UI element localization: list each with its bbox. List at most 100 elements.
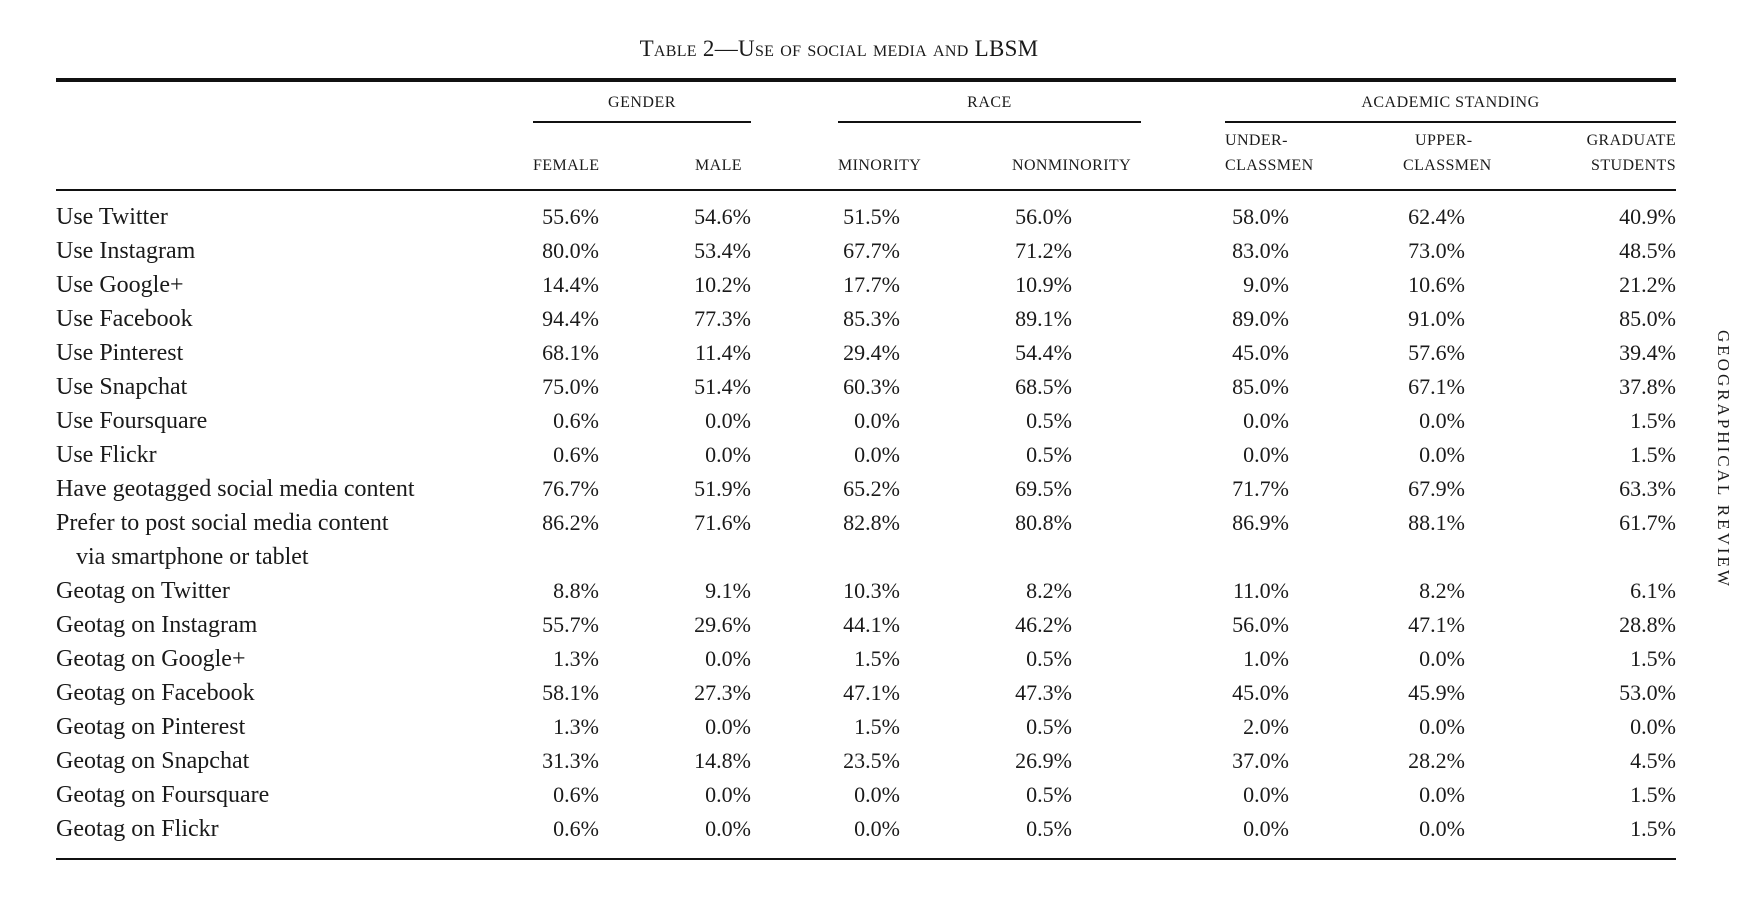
cell-underclassmen: 0.0%	[1243, 816, 1289, 841]
row-label: Geotag on Facebook	[56, 676, 476, 710]
cell-nonminority: 0.5%	[1026, 646, 1072, 671]
row-label: Prefer to post social media content via s…	[56, 506, 476, 574]
col-minority: MINORITY	[838, 157, 922, 174]
cell-minority: 67.7%	[843, 238, 900, 263]
cell-female: 8.8%	[553, 578, 599, 603]
row-label: Use Facebook	[56, 302, 476, 336]
row-label: Use Twitter	[56, 200, 476, 234]
cell-graduate: 21.2%	[1619, 272, 1676, 297]
table-row: Use Foursquare 0.6% 0.0% 0.0% 0.5% 0.0% 0.0% 1.…	[56, 404, 1676, 438]
cell-upperclassmen: 62.4%	[1408, 204, 1465, 229]
table-caption: Table 2—Use of social media and LBSM	[639, 36, 1039, 61]
cell-upperclassmen: 0.0%	[1419, 408, 1465, 433]
row-label-text: Use Snapchat	[56, 374, 188, 400]
cell-nonminority: 26.9%	[1015, 748, 1072, 773]
cell-male: 0.0%	[705, 816, 751, 841]
row-label: Use Flickr	[56, 438, 476, 472]
running-head: GEOGRAPHICAL REVIEW	[1714, 330, 1733, 589]
cell-female: 1.3%	[553, 714, 599, 739]
row-label: Geotag on Foursquare	[56, 778, 476, 812]
cell-nonminority: 0.5%	[1026, 408, 1072, 433]
col-graduate-line2: STUDENTS	[1591, 157, 1676, 174]
row-label-text: Prefer to post social media content	[56, 510, 389, 536]
cell-female: 0.6%	[553, 442, 599, 467]
cell-minority: 29.4%	[843, 340, 900, 365]
row-label: Use Foursquare	[56, 404, 476, 438]
cell-male: 14.8%	[694, 748, 751, 773]
cell-graduate: 1.5%	[1630, 408, 1676, 433]
cell-upperclassmen: 0.0%	[1419, 646, 1465, 671]
cell-male: 0.0%	[705, 782, 751, 807]
cell-female: 0.6%	[553, 408, 599, 433]
cell-graduate: 40.9%	[1619, 204, 1676, 229]
row-label: Geotag on Instagram	[56, 608, 476, 642]
cell-male: 0.0%	[705, 646, 751, 671]
cell-female: 0.6%	[553, 816, 599, 841]
cell-male: 9.1%	[705, 578, 751, 603]
cell-female: 76.7%	[542, 476, 599, 501]
row-label-text: Use Instagram	[56, 238, 196, 264]
row-label-text: Geotag on Flickr	[56, 816, 219, 842]
cell-nonminority: 0.5%	[1026, 442, 1072, 467]
cell-nonminority: 89.1%	[1015, 306, 1072, 331]
cell-nonminority: 46.2%	[1015, 612, 1072, 637]
cell-female: 68.1%	[542, 340, 599, 365]
table-row: Geotag on Flickr 0.6% 0.0% 0.0% 0.5% 0.0% 0.0%…	[56, 812, 1676, 846]
col-underclassmen: UNDER- CLASSMEN	[1225, 128, 1314, 178]
cell-minority: 17.7%	[843, 272, 900, 297]
row-label-text: Use Twitter	[56, 204, 168, 230]
cell-nonminority: 8.2%	[1026, 578, 1072, 603]
cell-minority: 1.5%	[854, 646, 900, 671]
table-row: Use Facebook 94.4% 77.3% 85.3% 89.1% 89.0% 91.…	[56, 302, 1676, 336]
cell-female: 86.2%	[542, 510, 599, 535]
cell-upperclassmen: 91.0%	[1408, 306, 1465, 331]
cell-underclassmen: 0.0%	[1243, 442, 1289, 467]
top-rule	[56, 78, 1676, 82]
row-label-text: Geotag on Foursquare	[56, 782, 270, 808]
cell-graduate: 28.8%	[1619, 612, 1676, 637]
col-female: FEMALE	[533, 157, 600, 174]
cell-male: 10.2%	[694, 272, 751, 297]
group-gender: GENDER	[608, 94, 676, 111]
cell-nonminority: 47.3%	[1015, 680, 1072, 705]
cell-female: 94.4%	[542, 306, 599, 331]
cell-male: 77.3%	[694, 306, 751, 331]
cell-upperclassmen: 47.1%	[1408, 612, 1465, 637]
cell-female: 14.4%	[542, 272, 599, 297]
cell-upperclassmen: 0.0%	[1419, 816, 1465, 841]
cell-underclassmen: 58.0%	[1232, 204, 1289, 229]
cell-male: 54.6%	[694, 204, 751, 229]
cell-nonminority: 0.5%	[1026, 816, 1072, 841]
cell-underclassmen: 45.0%	[1232, 340, 1289, 365]
table-row: Use Twitter 55.6% 54.6% 51.5% 56.0% 58.0% 62.4…	[56, 200, 1676, 234]
row-label: Use Instagram	[56, 234, 476, 268]
cell-upperclassmen: 8.2%	[1419, 578, 1465, 603]
cell-male: 51.9%	[694, 476, 751, 501]
cell-graduate: 1.5%	[1630, 442, 1676, 467]
cell-male: 11.4%	[694, 340, 751, 365]
table-row: Use Snapchat 75.0% 51.4% 60.3% 68.5% 85.0% 67.…	[56, 370, 1676, 404]
row-label: Geotag on Twitter	[56, 574, 476, 608]
cell-minority: 85.3%	[843, 306, 900, 331]
cell-graduate: 53.0%	[1619, 680, 1676, 705]
cell-female: 0.6%	[553, 782, 599, 807]
row-label-text: Geotag on Pinterest	[56, 714, 246, 740]
cell-minority: 1.5%	[854, 714, 900, 739]
cell-nonminority: 0.5%	[1026, 714, 1072, 739]
cell-graduate: 4.5%	[1630, 748, 1676, 773]
row-label-text: Geotag on Twitter	[56, 578, 230, 604]
row-label: Use Pinterest	[56, 336, 476, 370]
cell-male: 0.0%	[705, 714, 751, 739]
cell-nonminority: 69.5%	[1015, 476, 1072, 501]
cell-minority: 0.0%	[854, 408, 900, 433]
col-upperclassmen-line1: UPPER-	[1415, 132, 1473, 149]
cell-minority: 65.2%	[843, 476, 900, 501]
row-label-text: Geotag on Facebook	[56, 680, 255, 706]
cell-male: 0.0%	[705, 442, 751, 467]
row-label: Use Google+	[56, 268, 476, 302]
cell-upperclassmen: 0.0%	[1419, 714, 1465, 739]
cell-minority: 51.5%	[843, 204, 900, 229]
cell-graduate: 48.5%	[1619, 238, 1676, 263]
cell-underclassmen: 37.0%	[1232, 748, 1289, 773]
cell-upperclassmen: 0.0%	[1419, 782, 1465, 807]
